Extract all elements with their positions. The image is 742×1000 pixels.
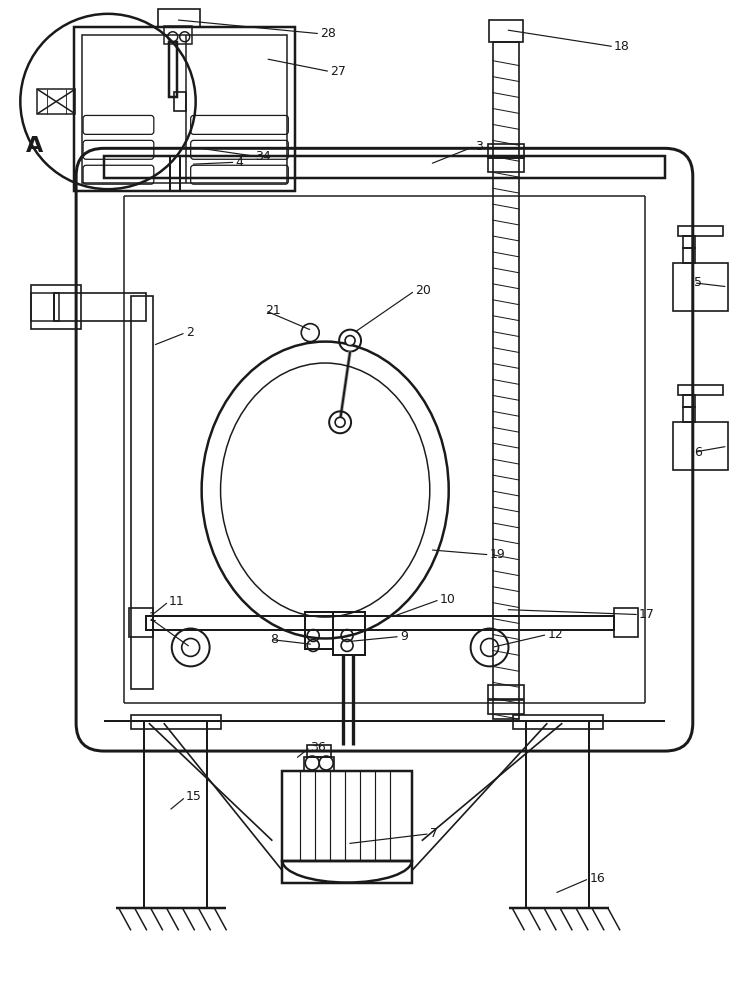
Text: 34: 34 <box>255 150 271 163</box>
Bar <box>129 608 153 637</box>
Bar <box>305 612 333 649</box>
Text: 18: 18 <box>614 40 630 53</box>
Bar <box>144 721 206 908</box>
Text: 6: 6 <box>694 446 702 459</box>
Bar <box>307 745 331 757</box>
Bar <box>678 226 723 236</box>
Text: 11: 11 <box>168 595 185 608</box>
Bar <box>146 616 614 630</box>
Bar <box>487 700 525 714</box>
Bar <box>74 27 295 191</box>
Text: 19: 19 <box>490 548 505 561</box>
Bar <box>37 89 75 114</box>
Bar <box>678 385 723 395</box>
Bar <box>158 9 200 27</box>
Text: 36: 36 <box>310 741 326 754</box>
Bar <box>683 395 695 407</box>
Bar <box>283 861 412 883</box>
Text: 8: 8 <box>270 633 278 646</box>
Bar <box>104 156 665 178</box>
Bar <box>31 285 81 329</box>
Bar <box>513 715 603 729</box>
Bar <box>31 293 59 321</box>
Bar <box>82 35 287 183</box>
Bar <box>673 422 728 470</box>
Bar <box>683 236 695 248</box>
Bar <box>526 721 589 908</box>
Bar <box>683 248 695 263</box>
Text: 28: 28 <box>321 27 336 40</box>
Bar <box>164 26 191 44</box>
Bar <box>673 263 728 311</box>
Bar <box>493 42 519 719</box>
Bar <box>333 612 365 655</box>
Text: 4: 4 <box>235 156 243 169</box>
Text: 5: 5 <box>694 276 702 289</box>
Bar <box>131 715 220 729</box>
Text: 27: 27 <box>330 65 346 78</box>
Text: A: A <box>26 136 44 156</box>
Circle shape <box>335 417 345 427</box>
Text: 1: 1 <box>149 611 157 624</box>
Text: 7: 7 <box>430 827 438 840</box>
Text: 3: 3 <box>475 140 482 153</box>
Text: 12: 12 <box>548 628 563 641</box>
Circle shape <box>345 336 355 346</box>
Text: 9: 9 <box>400 630 408 643</box>
Bar <box>487 158 525 172</box>
Bar <box>614 608 638 637</box>
Bar <box>488 20 523 42</box>
Bar <box>283 771 412 861</box>
Text: 20: 20 <box>415 284 430 297</box>
Bar <box>174 92 186 111</box>
Text: 21: 21 <box>266 304 281 317</box>
Text: 16: 16 <box>589 872 605 885</box>
Bar <box>131 296 153 689</box>
Bar <box>168 42 177 97</box>
Bar <box>487 144 525 158</box>
Text: 15: 15 <box>186 790 202 803</box>
Bar <box>304 757 334 771</box>
Text: 10: 10 <box>440 593 456 606</box>
Bar <box>487 685 525 699</box>
Bar <box>54 293 146 321</box>
Text: 2: 2 <box>186 326 194 339</box>
Bar <box>683 407 695 422</box>
Text: 17: 17 <box>639 608 655 621</box>
